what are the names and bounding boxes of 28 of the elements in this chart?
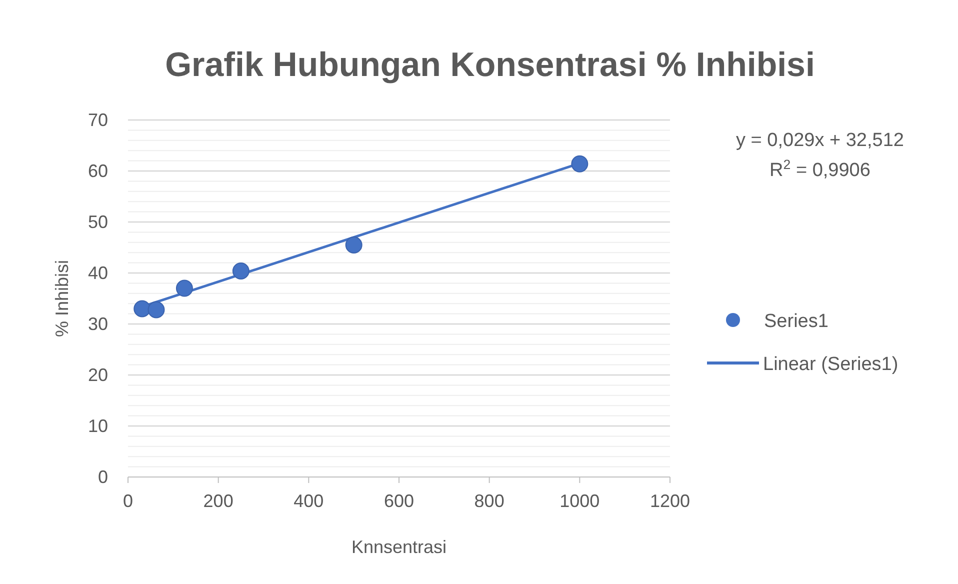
point	[148, 301, 165, 318]
text: y = 0,029x + 32,512	[736, 130, 904, 151]
legend-label: Series1	[764, 311, 828, 332]
y-tick-label: 10	[88, 416, 108, 436]
legend-label: Linear (Series1)	[763, 354, 898, 375]
y-tick-label: 70	[88, 110, 108, 130]
y-tick-label: 50	[88, 212, 108, 232]
x-tick-label: 1000	[560, 491, 600, 511]
x-tick-label: 0	[122, 491, 134, 511]
x-tick-label: 800	[474, 491, 504, 511]
y-tick-label: 60	[88, 161, 108, 181]
y-tick-label: 40	[88, 263, 108, 283]
y-tick-label: 20	[88, 365, 108, 385]
chart-title: Grafik Hubungan Konsentrasi % Inhibisi	[165, 46, 815, 84]
text: R$^{2}$ = 0,9906	[770, 156, 870, 181]
point	[571, 155, 588, 172]
point	[232, 262, 250, 280]
x-tick-label: 1200	[650, 491, 690, 511]
x-tick-label: 600	[384, 491, 414, 511]
x-axis-title: Knnsentrasi	[351, 537, 447, 557]
y-tick-label: 30	[88, 314, 108, 334]
x-tick-label: 200	[203, 491, 234, 511]
y-axis-title: % Inhibisi	[52, 260, 72, 338]
x-tick-label: 400	[294, 491, 324, 511]
point	[345, 236, 362, 254]
point	[134, 300, 151, 318]
y-tick-label: 0	[98, 467, 108, 487]
point	[176, 280, 193, 297]
